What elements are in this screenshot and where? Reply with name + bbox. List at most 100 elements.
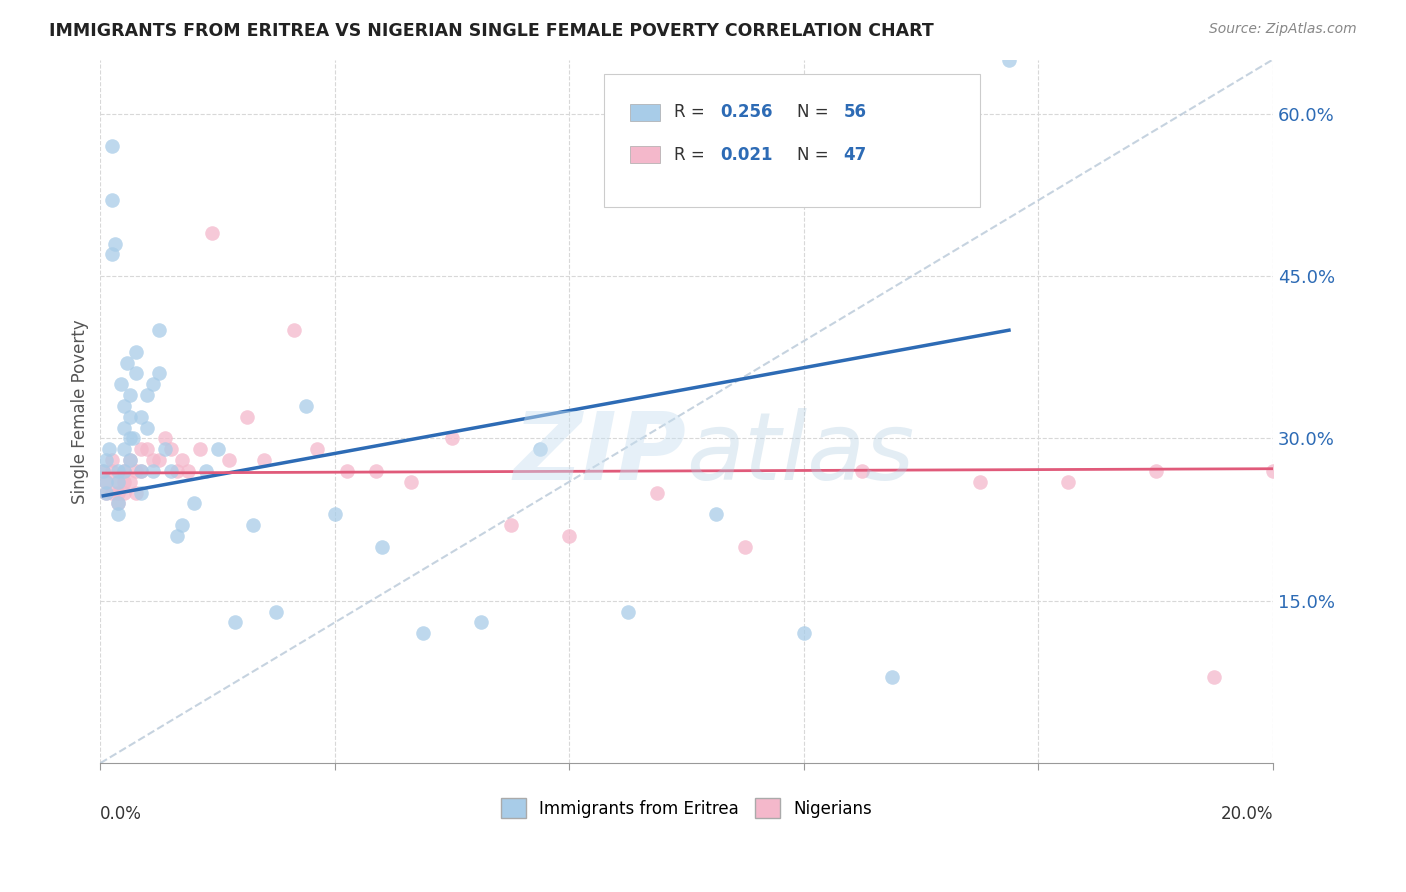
Point — [142, 464, 165, 478]
Point — [118, 409, 141, 424]
Point — [124, 344, 146, 359]
Y-axis label: Single Female Poverty: Single Female Poverty — [72, 319, 89, 504]
Point — [207, 442, 229, 457]
Point — [121, 432, 143, 446]
Point — [153, 442, 176, 457]
Point — [793, 626, 815, 640]
Point — [96, 485, 118, 500]
Point — [96, 475, 118, 489]
Point — [998, 53, 1021, 67]
Point — [617, 605, 640, 619]
Point — [194, 464, 217, 478]
Point — [136, 420, 159, 434]
Point — [364, 464, 387, 478]
Point — [136, 388, 159, 402]
Point — [112, 475, 135, 489]
Point — [107, 496, 129, 510]
Point — [136, 442, 159, 457]
Point — [131, 409, 153, 424]
Point — [107, 475, 129, 489]
Point — [107, 485, 129, 500]
Point — [107, 507, 129, 521]
Point — [969, 475, 991, 489]
Point — [107, 496, 129, 510]
FancyBboxPatch shape — [630, 103, 659, 121]
Point — [880, 669, 903, 683]
Point — [112, 485, 135, 500]
Point — [148, 323, 170, 337]
Point — [101, 247, 124, 261]
Point — [118, 453, 141, 467]
Point — [734, 540, 756, 554]
Point — [412, 626, 434, 640]
Point — [124, 485, 146, 500]
Point — [335, 464, 357, 478]
Point — [131, 464, 153, 478]
Point — [91, 464, 114, 478]
Point — [242, 518, 264, 533]
Point — [96, 453, 118, 467]
Point — [371, 540, 394, 554]
Text: 20.0%: 20.0% — [1220, 805, 1272, 823]
Point — [142, 453, 165, 467]
Text: R =: R = — [673, 145, 710, 163]
Point — [1261, 464, 1284, 478]
Point — [153, 432, 176, 446]
Point — [118, 475, 141, 489]
Point — [112, 464, 135, 478]
Point — [115, 356, 138, 370]
Point — [177, 464, 200, 478]
Point — [148, 453, 170, 467]
Point — [110, 377, 132, 392]
Point — [131, 442, 153, 457]
Point — [98, 442, 121, 457]
Text: IMMIGRANTS FROM ERITREA VS NIGERIAN SINGLE FEMALE POVERTY CORRELATION CHART: IMMIGRANTS FROM ERITREA VS NIGERIAN SING… — [49, 22, 934, 40]
Point — [101, 194, 124, 208]
Point — [91, 464, 114, 478]
Text: atlas: atlas — [686, 408, 915, 500]
Point — [112, 442, 135, 457]
Point — [172, 518, 194, 533]
Point — [159, 464, 181, 478]
Point — [148, 367, 170, 381]
Point — [188, 442, 211, 457]
Point — [529, 442, 551, 457]
Point — [112, 399, 135, 413]
Point — [107, 464, 129, 478]
Point — [183, 496, 205, 510]
Point — [645, 485, 668, 500]
Point — [323, 507, 346, 521]
Point — [131, 485, 153, 500]
Text: N =: N = — [797, 103, 834, 121]
Text: R =: R = — [673, 103, 710, 121]
Point — [283, 323, 305, 337]
Point — [118, 432, 141, 446]
Legend: Immigrants from Eritrea, Nigerians: Immigrants from Eritrea, Nigerians — [494, 791, 879, 825]
FancyBboxPatch shape — [630, 145, 659, 163]
Point — [118, 453, 141, 467]
Point — [142, 377, 165, 392]
Point — [851, 464, 873, 478]
Text: 47: 47 — [844, 145, 868, 163]
Point — [104, 236, 127, 251]
Point — [112, 464, 135, 478]
Point — [224, 615, 246, 630]
Point — [236, 409, 259, 424]
Point — [218, 453, 240, 467]
Point — [101, 485, 124, 500]
Point — [166, 464, 188, 478]
Text: N =: N = — [797, 145, 834, 163]
Point — [131, 464, 153, 478]
Point — [107, 475, 129, 489]
Point — [96, 475, 118, 489]
Point — [159, 442, 181, 457]
Point — [1204, 669, 1226, 683]
Point — [264, 605, 287, 619]
Point — [124, 464, 146, 478]
Point — [253, 453, 276, 467]
Point — [101, 139, 124, 153]
Point — [112, 420, 135, 434]
Point — [101, 464, 124, 478]
Text: 0.0%: 0.0% — [100, 805, 142, 823]
Text: 56: 56 — [844, 103, 866, 121]
